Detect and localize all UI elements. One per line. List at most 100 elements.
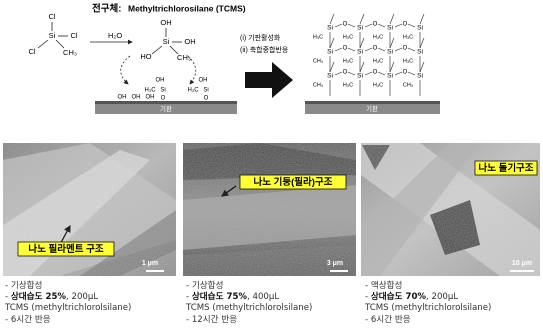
caption: - 기상합성 - 상대습도 25%, 200μL TCMS (methyltrich… [5,281,131,326]
caption: - 액상합성 - 상대습도 70%, 200μL TCMS (methyltrich… [365,281,491,326]
caption-line: - 상대습도 75%, 400μL [186,292,312,303]
polymer-bonds [329,13,425,96]
caption-line: TCMS (methyltrichlorolsilane) [365,303,491,314]
caption-text: TCMS (methyltrichlorolsilane) [365,303,492,314]
atom-label: Si [160,88,165,94]
bond [407,71,416,76]
panel-label: 나노 필라멘트 구조 [28,243,103,255]
substrate [95,104,237,114]
atom-label: H₃C [373,34,383,40]
panel-labels: 나노 필라멘트 구조 1 μm 나노 기둥(필라)구조 3 μm 나노 돌기구조 10 μ… [17,160,538,272]
bond [347,23,356,28]
caption-text: TCMS (methyltrichlorolsilane) [5,303,132,314]
reaction-arrow [245,62,293,98]
precursor-name: Methyltrichlorosilane (TCMS) [128,3,246,13]
atom-label: O [373,22,378,28]
bond [407,23,416,28]
bond [347,71,356,76]
caption-text: 상대습도 75% [191,292,248,303]
caption: - 기상합성 - 상대습도 75%, 400μL TCMS (methyltrich… [186,281,312,326]
caption-text: , 200μL [426,292,459,303]
atom-label: OH [118,95,127,101]
atom-label: O [343,22,348,28]
bond [359,13,365,25]
step-label: (ii) 축합중합반응 [240,45,289,54]
sem-panel [183,143,356,276]
atom-label: CH₃ [177,53,191,62]
caption-text: - 기상합성 [186,281,224,291]
bond [389,13,395,25]
caption-text: - 기상합성 [5,281,43,291]
caption-text: - 12시간 반응 [186,314,238,325]
caption-text: - 액상합성 [365,281,403,291]
bond [377,23,386,28]
atom-label: HO [140,52,151,61]
atom-label: O [343,46,348,52]
atom-label: O [403,46,408,52]
atom-label: H₃C [144,88,156,94]
atom-label: CH₃ [63,48,77,57]
atom-label: CH₃ [403,82,413,88]
atom-label: Si [357,25,363,32]
atom-label: Si [327,25,333,32]
caption-line: - 상대습도 25%, 200μL [5,292,131,303]
atom-label: Si [327,49,333,56]
atom-label: Si [387,73,393,80]
caption-line: - 12시간 반응 [186,315,312,326]
label-box [474,160,538,176]
bond [359,37,365,49]
atom-label: H₃C [313,34,323,40]
substrate-label: 기판 [366,104,378,113]
atom-label: Si [357,49,363,56]
bond [364,23,373,28]
bond [419,37,425,49]
atom-label: CH₃ [313,82,323,88]
caption-line: - 6시간 반응 [365,315,491,326]
label-box [239,174,347,190]
atom-label: Si [327,73,333,80]
bond [334,47,343,52]
atom-label: CH₃ [313,58,323,64]
caption-line: - 상대습도 70%, 200μL [365,292,491,303]
bond [394,71,403,76]
atom-label: O [403,70,408,76]
atom-label: H₃C [403,34,413,40]
caption-line: - 액상합성 [365,281,491,292]
panel-label: 나노 기둥(필라)구조 [254,176,333,188]
caption-text: , 200μL [66,292,99,303]
atom-label: Si [49,31,56,40]
atom-label: Si [387,25,393,32]
atom-label: Si [417,49,423,56]
bond [329,61,335,73]
bond [364,71,373,76]
atom-label: O [403,22,408,28]
scale-label: 3 μm [327,260,343,267]
atom-label: O [204,96,209,102]
caption-text: TCMS (methyltrichlorolsilane) [186,303,313,314]
atom-label: Si [387,49,393,56]
bond [394,47,403,52]
caption-text: - [186,292,192,303]
caption-text: - 6시간 반응 [5,314,51,325]
precursor-label: 전구체: [92,3,121,15]
caption-line: - 기상합성 [5,281,131,292]
caption-text: 상대습도 70% [370,292,427,303]
bond [334,23,343,28]
atom-label: Si [357,73,363,80]
atom-label: Si [417,73,423,80]
scale-label: 10 μm [512,260,532,267]
bond [419,13,425,25]
atom-label: Cl [70,31,77,40]
bond [347,47,356,52]
bond [329,37,335,49]
label-box [17,241,115,257]
bond [329,13,335,25]
substrate-label: 기판 [160,104,172,113]
atom-label: H₃C [403,58,413,64]
bond [394,23,403,28]
atom-label: H₃C [373,58,383,64]
atom-label: Cl [28,47,35,56]
bond [419,61,425,73]
